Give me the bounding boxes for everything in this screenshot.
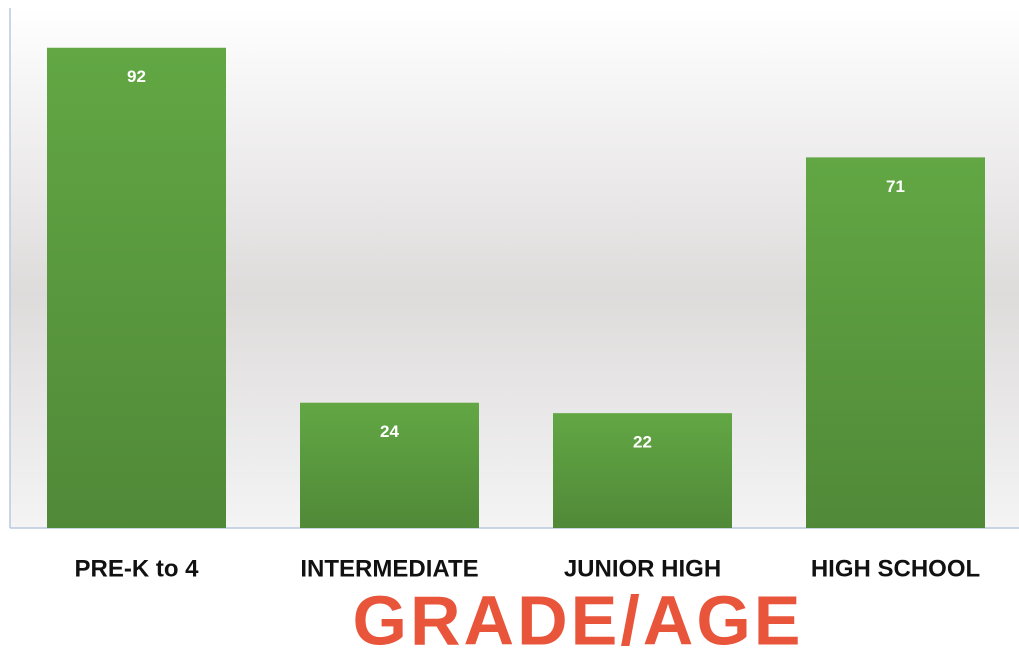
bar: [806, 157, 985, 528]
x-tick-label: JUNIOR HIGH: [564, 555, 721, 582]
x-tick-label: HIGH SCHOOL: [811, 555, 980, 582]
bar: [47, 47, 226, 528]
x-axis-label: GRADE/AGE: [353, 581, 804, 659]
bar: [553, 413, 732, 528]
x-tick-label: INTERMEDIATE: [300, 555, 478, 582]
x-tick-label: PRE-K to 4: [74, 555, 199, 582]
value-label: 24: [380, 422, 399, 441]
value-label: 71: [886, 177, 905, 196]
value-label: 92: [127, 67, 146, 86]
value-label: 22: [633, 433, 652, 452]
